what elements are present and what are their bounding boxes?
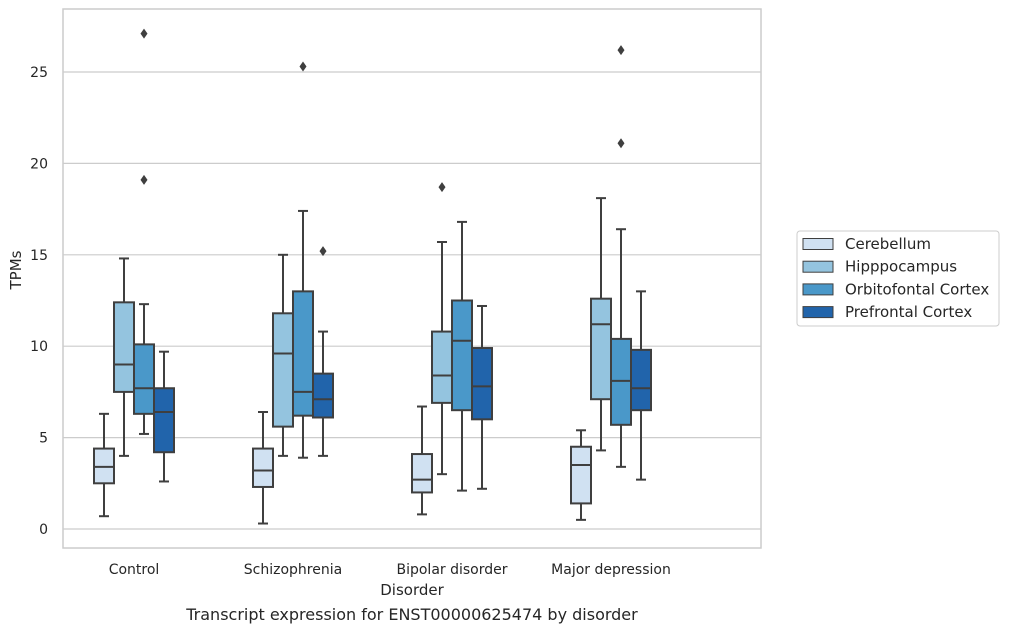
box [252,447,274,488]
box [113,301,135,393]
figure-caption: Transcript expression for ENST0000062547… [186,605,638,624]
box-cerebellum [570,429,592,521]
legend-label: Orbitofontal Cortex [845,280,989,298]
box [431,330,453,404]
box [272,312,294,428]
box [451,299,473,412]
legend-swatch [802,306,834,319]
outlier-point [617,138,625,149]
gridlines [63,71,761,530]
box-orbitofontal-cortex [451,220,473,492]
box-prefrontal-cortex [153,350,175,483]
x-tick-label: Schizophrenia [244,562,342,578]
x-tick-label: Major depression [551,562,671,578]
y-tick-label: 20 [30,156,48,172]
box-hipppocampus [590,197,612,452]
legend-swatch [802,238,834,250]
box-orbitofontal-cortex [133,28,155,435]
legend-swatch [802,260,834,273]
x-axis-title: Disorder [380,581,444,599]
box-cerebellum [411,405,433,516]
box-cerebellum [93,412,115,518]
box-prefrontal-cortex [630,290,652,481]
x-tick-label: Bipolar disorder [396,562,507,578]
box-cerebellum [252,411,274,525]
y-tick-label: 0 [39,522,48,538]
box-orbitofontal-cortex [610,45,632,468]
legend-swatch [802,283,834,296]
box-hipppocampus [113,257,135,457]
box [153,387,175,454]
outlier-point [140,28,148,39]
outlier-point [617,45,625,56]
outlier-point [438,182,446,193]
box [570,445,592,505]
y-tick-label: 10 [30,339,48,355]
box-prefrontal-cortex [471,304,493,490]
box [292,290,314,417]
legend-label: Hipppocampus [845,258,957,276]
legend-label: Cerebellum [845,235,931,253]
box-hipppocampus [272,253,294,457]
box [411,453,433,494]
x-tick-label: Control [109,562,160,578]
box-hipppocampus [431,182,453,476]
x-ticks: Control Schizophrenia Bipolar disorder Majo… [109,562,671,578]
box [590,297,612,401]
y-tick-label: 15 [30,248,48,264]
plot-frame [62,8,762,549]
box-prefrontal-cortex [312,246,334,457]
outlier-point [319,246,327,257]
outlier-point [140,174,148,185]
y-ticks: 0 5 10 15 20 25 [30,65,48,538]
legend-frame [796,230,1000,327]
box [471,347,493,421]
box-orbitofontal-cortex [292,61,314,459]
y-tick-label: 25 [30,65,48,81]
box [133,343,155,415]
legend: Cerebellum Hipppocampus Orbitofontal Corte… [796,230,1000,327]
box [630,348,652,412]
legend-label: Prefrontal Cortex [845,303,972,321]
box-groups [93,28,652,525]
box [312,372,334,419]
y-axis-title: TPMs [7,250,25,290]
y-tick-label: 5 [39,431,48,447]
outlier-point [299,61,307,72]
